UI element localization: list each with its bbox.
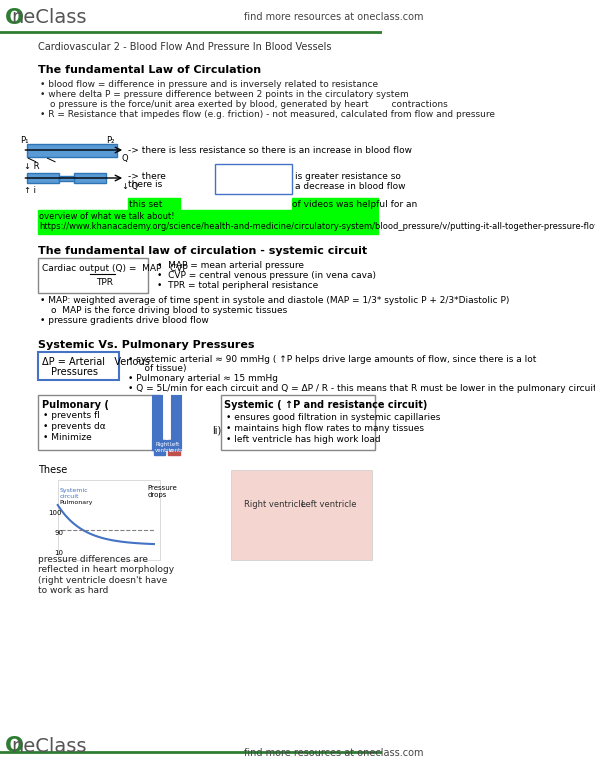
Text: ΔP = Arterial   Venous: ΔP = Arterial Venous <box>42 357 149 367</box>
Text: Pulmonary (: Pulmonary ( <box>42 400 108 410</box>
FancyBboxPatch shape <box>129 198 180 209</box>
Text: The fundamental law of circulation - systemic circuit: The fundamental law of circulation - sys… <box>39 246 368 256</box>
Text: this set: this set <box>129 200 162 209</box>
Text: ↓ R: ↓ R <box>24 162 40 171</box>
Text: there is: there is <box>129 180 162 189</box>
Text: Systemic Vs. Pulmonary Pressures: Systemic Vs. Pulmonary Pressures <box>39 340 255 350</box>
Text: O: O <box>5 8 24 28</box>
Text: is greater resistance so: is greater resistance so <box>295 172 401 181</box>
FancyBboxPatch shape <box>231 470 372 560</box>
FancyBboxPatch shape <box>221 395 375 450</box>
Text: • Minimize: • Minimize <box>43 433 92 442</box>
Text: li): li) <box>212 425 221 435</box>
FancyBboxPatch shape <box>292 198 378 209</box>
Text: Left
ventric: Left ventric <box>170 442 188 453</box>
Text: of tissue): of tissue) <box>133 364 187 373</box>
Text: Right
ventric: Right ventric <box>155 442 174 453</box>
Text: -> there: -> there <box>129 172 166 181</box>
Text: P₂: P₂ <box>106 136 114 145</box>
Text: Pulmonary: Pulmonary <box>60 500 93 505</box>
FancyBboxPatch shape <box>59 176 74 181</box>
FancyBboxPatch shape <box>39 210 378 234</box>
Text: 100: 100 <box>48 510 62 516</box>
Text: -> there is less resistance so there is an increase in blood flow: -> there is less resistance so there is … <box>129 146 412 155</box>
Text: Cardiovascular 2 - Blood Flow And Pressure In Blood Vessels: Cardiovascular 2 - Blood Flow And Pressu… <box>39 42 332 52</box>
Text: Cardiac output (Q) =  MAP   CVP: Cardiac output (Q) = MAP CVP <box>42 264 187 273</box>
Text: • maintains high flow rates to many tissues: • maintains high flow rates to many tiss… <box>226 424 424 433</box>
FancyBboxPatch shape <box>39 258 148 293</box>
Text: • R = Resistance that impedes flow (e.g. friction) - not measured, calculated fr: • R = Resistance that impedes flow (e.g.… <box>40 110 495 119</box>
Text: • pressure gradients drive blood flow: • pressure gradients drive blood flow <box>40 316 208 325</box>
Text: • where delta P = pressure difference between 2 points in the circulatory system: • where delta P = pressure difference be… <box>40 90 409 99</box>
Text: a decrease in blood flow: a decrease in blood flow <box>295 182 406 191</box>
FancyBboxPatch shape <box>39 395 160 450</box>
Text: • ensures good filtration in systemic capillaries: • ensures good filtration in systemic ca… <box>226 413 440 422</box>
Text: P₁: P₁ <box>20 136 29 145</box>
FancyBboxPatch shape <box>58 480 160 560</box>
FancyBboxPatch shape <box>39 352 118 380</box>
Text: Left ventricle: Left ventricle <box>302 500 357 509</box>
FancyBboxPatch shape <box>154 440 165 455</box>
Text: overview of what we talk about! https://www.khanacademy.org/science/health-and-m: overview of what we talk about! https://… <box>39 212 595 232</box>
Text: These: These <box>39 465 68 475</box>
Text: ↑ i: ↑ i <box>24 186 36 195</box>
Text: neClass: neClass <box>11 737 86 756</box>
Text: • blood flow = difference in pressure and is inversely related to resistance: • blood flow = difference in pressure an… <box>40 80 378 89</box>
FancyBboxPatch shape <box>27 173 59 183</box>
Text: of videos was helpful for an: of videos was helpful for an <box>293 200 418 209</box>
Text: neClass: neClass <box>11 8 86 27</box>
Text: Right ventricle: Right ventricle <box>244 500 306 509</box>
Text: •  MAP = mean arterial pressure: • MAP = mean arterial pressure <box>157 261 304 270</box>
Text: • Pulmonary arterial ≈ 15 mmHg: • Pulmonary arterial ≈ 15 mmHg <box>129 374 278 383</box>
Text: 90: 90 <box>55 530 64 536</box>
Text: 10: 10 <box>55 550 64 556</box>
Text: •  TPR = total peripheral resistance: • TPR = total peripheral resistance <box>157 281 318 290</box>
Text: Systemic
circuit: Systemic circuit <box>60 488 88 499</box>
Text: The fundamental Law of Circulation: The fundamental Law of Circulation <box>39 65 262 75</box>
Text: find more resources at oneclass.com: find more resources at oneclass.com <box>244 12 423 22</box>
Text: • prevents dα: • prevents dα <box>43 422 106 431</box>
Text: TPR: TPR <box>96 278 113 287</box>
Text: •  CVP = central venous pressure (in vena cava): • CVP = central venous pressure (in vena… <box>157 271 376 280</box>
Text: O: O <box>5 736 24 756</box>
Text: • Q = 5L/min for each circuit and Q = ΔP / R - this means that R must be lower i: • Q = 5L/min for each circuit and Q = ΔP… <box>129 384 595 393</box>
Text: • prevents fl: • prevents fl <box>43 411 100 420</box>
Text: Systemic ( ↑P and resistance circuit): Systemic ( ↑P and resistance circuit) <box>224 400 428 410</box>
Text: Q: Q <box>122 154 129 163</box>
Text: ↓ Q: ↓ Q <box>122 182 138 191</box>
Text: • MAP: weighted average of time spent in systole and diastole (MAP = 1/3* systol: • MAP: weighted average of time spent in… <box>40 296 509 305</box>
Text: find more resources at oneclass.com: find more resources at oneclass.com <box>244 748 423 758</box>
FancyBboxPatch shape <box>215 164 292 194</box>
Text: o pressure is the force/unit area exerted by blood, generated by heart        co: o pressure is the force/unit area exerte… <box>50 100 448 109</box>
FancyBboxPatch shape <box>168 440 180 455</box>
Text: o  MAP is the force driving blood to systemic tissues: o MAP is the force driving blood to syst… <box>51 306 287 315</box>
Text: Pressure
drops: Pressure drops <box>148 485 177 498</box>
Text: pressure differences are
reflected in heart morphology
(right ventricle doesn't : pressure differences are reflected in he… <box>39 555 174 595</box>
Text: • left ventricle has high work load: • left ventricle has high work load <box>226 435 380 444</box>
Text: Pressures: Pressures <box>51 367 98 377</box>
FancyBboxPatch shape <box>27 144 117 157</box>
FancyBboxPatch shape <box>74 173 106 183</box>
Text: • systemic arterial ≈ 90 mmHg ( ↑P helps drive large amounts of flow, since ther: • systemic arterial ≈ 90 mmHg ( ↑P helps… <box>129 355 537 364</box>
